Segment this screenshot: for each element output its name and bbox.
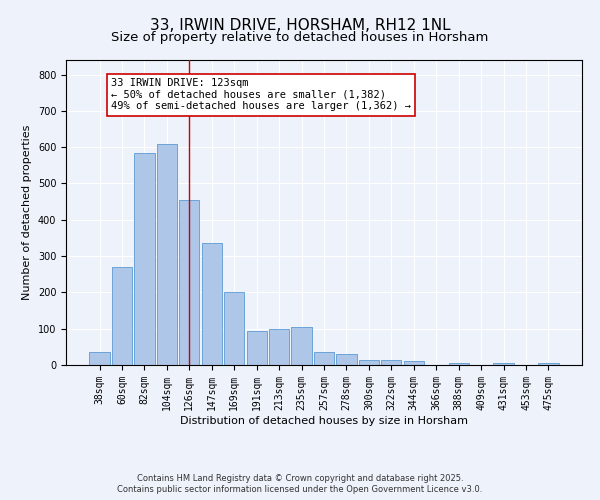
Bar [134,152,155,365]
Bar [202,244,222,365]
Bar [404,362,424,365]
Bar [538,363,559,365]
Text: 33 IRWIN DRIVE: 123sqm
← 50% of detached houses are smaller (1,382)
49% of semi-: 33 IRWIN DRIVE: 123sqm ← 50% of detached… [111,78,411,112]
X-axis label: Distribution of detached houses by size in Horsham: Distribution of detached houses by size … [180,416,468,426]
Bar [292,327,311,365]
Bar [112,267,132,365]
Bar [179,200,199,365]
Bar [247,330,267,365]
Y-axis label: Number of detached properties: Number of detached properties [22,125,32,300]
Bar [314,352,334,365]
Bar [337,354,356,365]
Bar [381,360,401,365]
Bar [449,363,469,365]
Text: 33, IRWIN DRIVE, HORSHAM, RH12 1NL: 33, IRWIN DRIVE, HORSHAM, RH12 1NL [149,18,451,32]
Bar [157,144,177,365]
Bar [224,292,244,365]
Text: Size of property relative to detached houses in Horsham: Size of property relative to detached ho… [112,31,488,44]
Bar [359,360,379,365]
Bar [493,363,514,365]
Bar [89,352,110,365]
Bar [269,328,289,365]
Text: Contains HM Land Registry data © Crown copyright and database right 2025.
Contai: Contains HM Land Registry data © Crown c… [118,474,482,494]
